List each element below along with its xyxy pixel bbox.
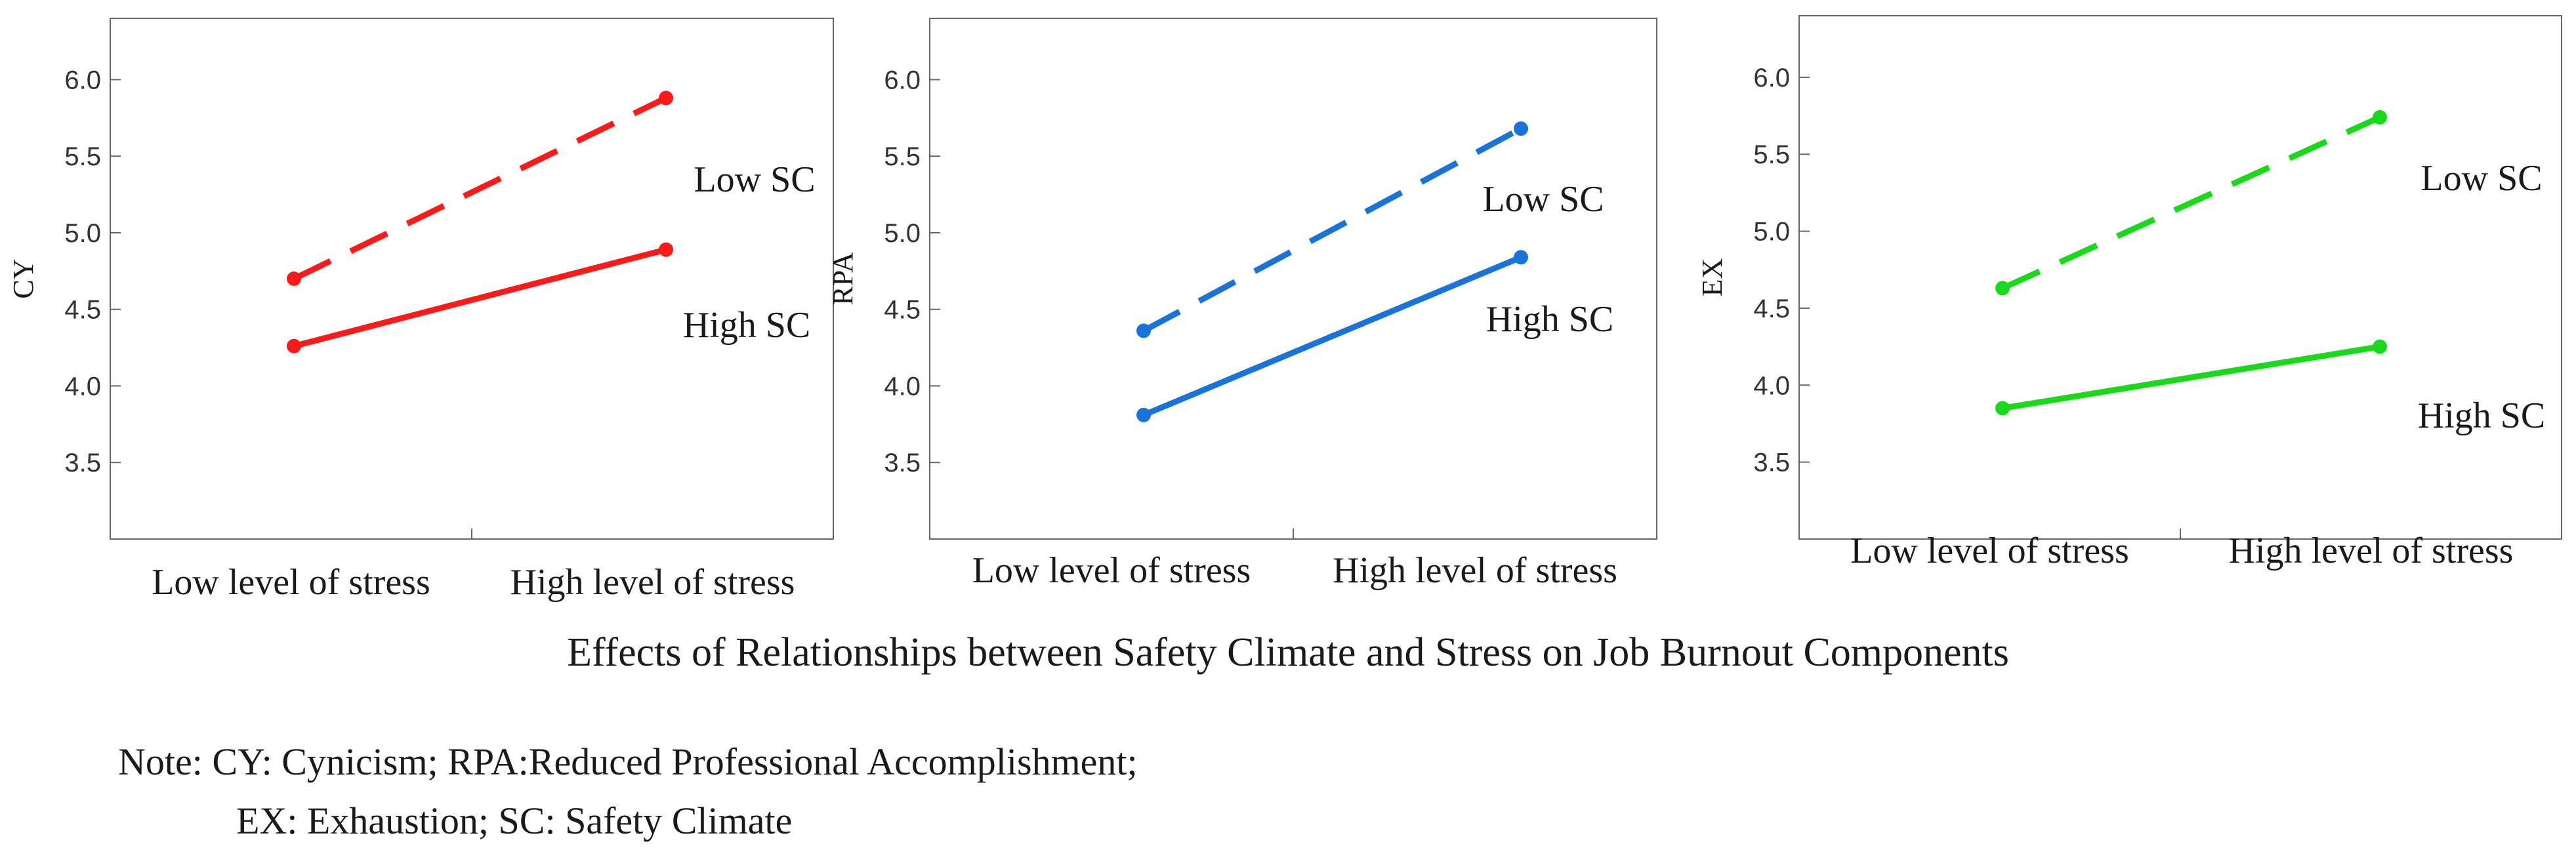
y-tick-label: 4.5 bbox=[1753, 294, 1790, 323]
series-label: High SC bbox=[1486, 299, 1614, 340]
series-label: High SC bbox=[683, 305, 811, 346]
note-line-2: EX: Exhaustion; SC: Safety Climate bbox=[236, 799, 793, 842]
x-category-label: High level of stress bbox=[1333, 550, 1617, 591]
y-tick-label: 5.5 bbox=[884, 142, 921, 171]
data-point bbox=[1995, 401, 2010, 416]
chart-panels: 3.5 4.0 4.5 5.0 5.5 6.0 Low level of stress Hig… bbox=[7, 15, 2562, 603]
y-tick-label: 4.0 bbox=[1753, 371, 1790, 400]
x-category-label: Low level of stress bbox=[152, 562, 430, 603]
y-tick-label: 5.5 bbox=[1753, 140, 1790, 169]
data-point bbox=[287, 271, 301, 286]
series-line-high-sc bbox=[2002, 344, 2380, 411]
figure-caption: Effects of Relationships between Safety … bbox=[567, 630, 2009, 675]
chart-panel-3: 3.5 4.0 4.5 5.0 5.5 6.0 Low level of stress Hig… bbox=[1696, 15, 2562, 571]
series-label: Low SC bbox=[2420, 158, 2542, 199]
y-tick-label: 3.5 bbox=[64, 449, 101, 477]
plot-frame bbox=[110, 18, 834, 540]
series-line-low-sc bbox=[293, 95, 667, 282]
x-category-label: Low level of stress bbox=[972, 550, 1251, 591]
series-line-low-sc bbox=[2001, 114, 2381, 291]
plot-frame bbox=[1798, 15, 2562, 540]
y-axis-label: EX bbox=[1696, 258, 1728, 297]
note-line-1: Note: CY: Cynicism; RPA:Reduced Professi… bbox=[118, 740, 1138, 783]
data-point bbox=[1136, 323, 1151, 338]
y-tick-label: 4.5 bbox=[64, 296, 101, 325]
y-tick-label: 3.5 bbox=[884, 449, 921, 477]
y-tick-label: 6.0 bbox=[1753, 64, 1790, 92]
series-line-high-sc bbox=[1142, 254, 1522, 418]
y-tick-label: 5.0 bbox=[1753, 218, 1790, 247]
y-tick-label: 6.0 bbox=[64, 66, 101, 94]
x-category-label: Low level of stress bbox=[1850, 531, 2129, 571]
series-label: Low SC bbox=[1482, 179, 1604, 220]
y-tick-label: 5.0 bbox=[64, 219, 101, 248]
y-tick-label: 5.0 bbox=[884, 219, 921, 248]
data-point bbox=[659, 90, 673, 106]
data-point bbox=[287, 338, 301, 353]
series-label: Low SC bbox=[694, 159, 815, 200]
data-point bbox=[1514, 121, 1528, 136]
data-point bbox=[1136, 407, 1151, 422]
y-tick-label: 4.0 bbox=[64, 372, 101, 401]
chart-panel-1: 3.5 4.0 4.5 5.0 5.5 6.0 Low level of stress Hig… bbox=[7, 18, 834, 603]
y-tick-label: 6.0 bbox=[884, 66, 921, 94]
y-axis-label: CY bbox=[7, 258, 39, 298]
data-point bbox=[2373, 110, 2387, 125]
y-tick-label: 4.5 bbox=[884, 296, 921, 325]
data-point bbox=[2373, 339, 2387, 354]
x-category-label: High level of stress bbox=[510, 562, 795, 603]
series-label: High SC bbox=[2418, 395, 2546, 436]
series-line-high-sc bbox=[293, 247, 667, 350]
y-axis-label: RPA bbox=[827, 252, 859, 306]
data-point bbox=[1995, 281, 2010, 296]
y-tick-label: 3.5 bbox=[1753, 449, 1790, 477]
y-tick-label: 4.0 bbox=[884, 372, 921, 401]
series-line-low-sc bbox=[1142, 126, 1523, 334]
data-point bbox=[659, 242, 673, 257]
data-point bbox=[1514, 250, 1528, 265]
plot-frame bbox=[929, 18, 1657, 540]
y-tick-label: 5.5 bbox=[64, 142, 101, 171]
x-category-label: High level of stress bbox=[2229, 531, 2514, 571]
chart-panel-2: 3.5 4.0 4.5 5.0 5.5 6.0 Low level of stress Hig… bbox=[827, 18, 1657, 591]
